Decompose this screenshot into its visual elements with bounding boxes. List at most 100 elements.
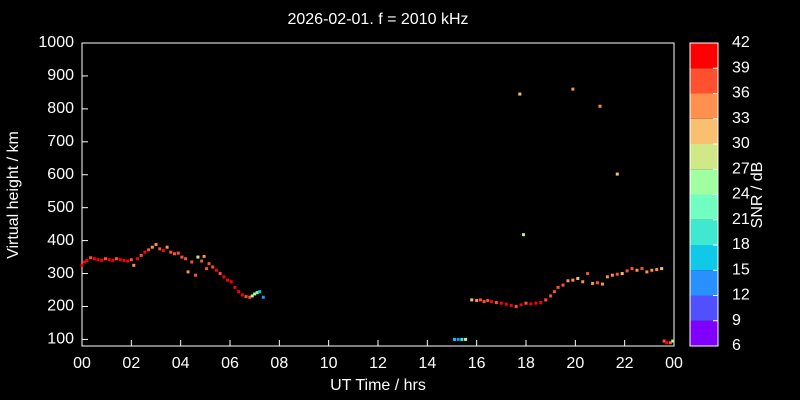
colorbar-tick-label: 9 <box>732 312 741 329</box>
colorbar-tick-label: 39 <box>732 59 750 76</box>
x-tick-label: 12 <box>369 355 387 372</box>
y-tick-label: 500 <box>47 199 74 216</box>
data-point <box>586 272 590 276</box>
data-point <box>180 255 184 259</box>
data-point <box>478 298 482 302</box>
data-point <box>92 257 96 261</box>
y-tick-label: 800 <box>47 100 74 117</box>
data-point <box>261 295 265 299</box>
data-point <box>571 278 575 282</box>
x-tick-label: 16 <box>468 355 486 372</box>
x-tick-label: 10 <box>320 355 338 372</box>
data-point <box>211 265 215 269</box>
data-point <box>596 281 600 285</box>
data-point <box>464 337 468 341</box>
data-point <box>218 272 222 276</box>
data-point <box>576 276 580 280</box>
x-tick-label: 00 <box>73 355 91 372</box>
y-tick-label: 600 <box>47 166 74 183</box>
data-point <box>222 275 226 279</box>
data-point <box>82 260 86 264</box>
data-point <box>460 337 464 341</box>
data-point <box>534 301 538 305</box>
data-point <box>200 259 204 263</box>
data-point <box>456 337 460 341</box>
data-point <box>470 298 474 302</box>
data-point <box>169 250 173 254</box>
data-point <box>660 267 664 271</box>
x-tick-label: 20 <box>566 355 584 372</box>
data-point <box>668 341 672 345</box>
colorbar-band <box>690 144 718 170</box>
data-point <box>165 245 169 249</box>
data-point <box>147 248 151 252</box>
data-point <box>207 262 211 266</box>
data-point <box>80 263 84 267</box>
data-point <box>475 299 479 303</box>
data-point <box>544 298 548 302</box>
data-point <box>665 341 669 345</box>
data-point <box>248 295 252 299</box>
colorbar-band <box>690 93 718 119</box>
data-point <box>504 302 508 306</box>
data-point <box>158 247 162 251</box>
data-point <box>115 257 119 261</box>
colorbar-tick-label: 33 <box>732 110 750 127</box>
data-point <box>519 303 523 307</box>
data-point <box>118 258 122 262</box>
data-point <box>176 251 180 255</box>
colorbar-band <box>690 245 718 271</box>
data-point <box>240 293 244 297</box>
data-point <box>529 302 533 306</box>
colorbar-band <box>690 169 718 195</box>
data-point <box>522 233 526 237</box>
data-point <box>552 290 556 294</box>
colorbar-tick-label: 15 <box>732 261 750 278</box>
colorbar-band <box>690 43 718 69</box>
data-point <box>129 258 133 262</box>
x-tick-label: 06 <box>221 355 239 372</box>
data-point <box>161 248 165 252</box>
data-point <box>486 299 490 303</box>
colorbar-band <box>690 320 718 346</box>
data-point <box>150 245 154 249</box>
data-point <box>645 270 649 274</box>
colorbar-band <box>690 219 718 245</box>
data-point <box>635 268 639 272</box>
x-tick-label: 04 <box>172 355 190 372</box>
y-tick-label: 700 <box>47 133 74 150</box>
y-tick-label: 1000 <box>38 34 74 51</box>
x-tick-label: 08 <box>270 355 288 372</box>
data-point <box>89 256 93 260</box>
colorbar-tick-label: 12 <box>732 287 750 304</box>
data-point <box>196 255 200 259</box>
data-point <box>561 283 565 287</box>
data-point <box>662 339 666 343</box>
data-point <box>126 259 130 263</box>
data-point <box>489 300 493 304</box>
data-point <box>190 260 194 264</box>
y-tick-label: 200 <box>47 298 74 315</box>
data-point <box>111 258 115 262</box>
data-point <box>258 290 262 294</box>
data-point <box>107 258 111 262</box>
data-point <box>132 263 136 267</box>
data-point <box>518 92 522 96</box>
x-tick-label: 18 <box>517 355 535 372</box>
data-point <box>482 300 486 304</box>
data-point <box>237 290 241 294</box>
y-tick-label: 300 <box>47 265 74 282</box>
data-point <box>494 301 498 305</box>
data-point <box>620 272 624 276</box>
data-point <box>499 301 503 305</box>
data-point <box>103 257 107 261</box>
x-tick-label: 14 <box>418 355 436 372</box>
data-point <box>136 257 139 261</box>
data-point <box>650 268 654 272</box>
data-point <box>205 267 209 271</box>
data-point <box>100 258 104 262</box>
colorbar-band <box>690 295 718 321</box>
chart-title: 2026-02-01. f = 2010 kHz <box>287 11 468 28</box>
colorbar-band <box>690 118 718 144</box>
